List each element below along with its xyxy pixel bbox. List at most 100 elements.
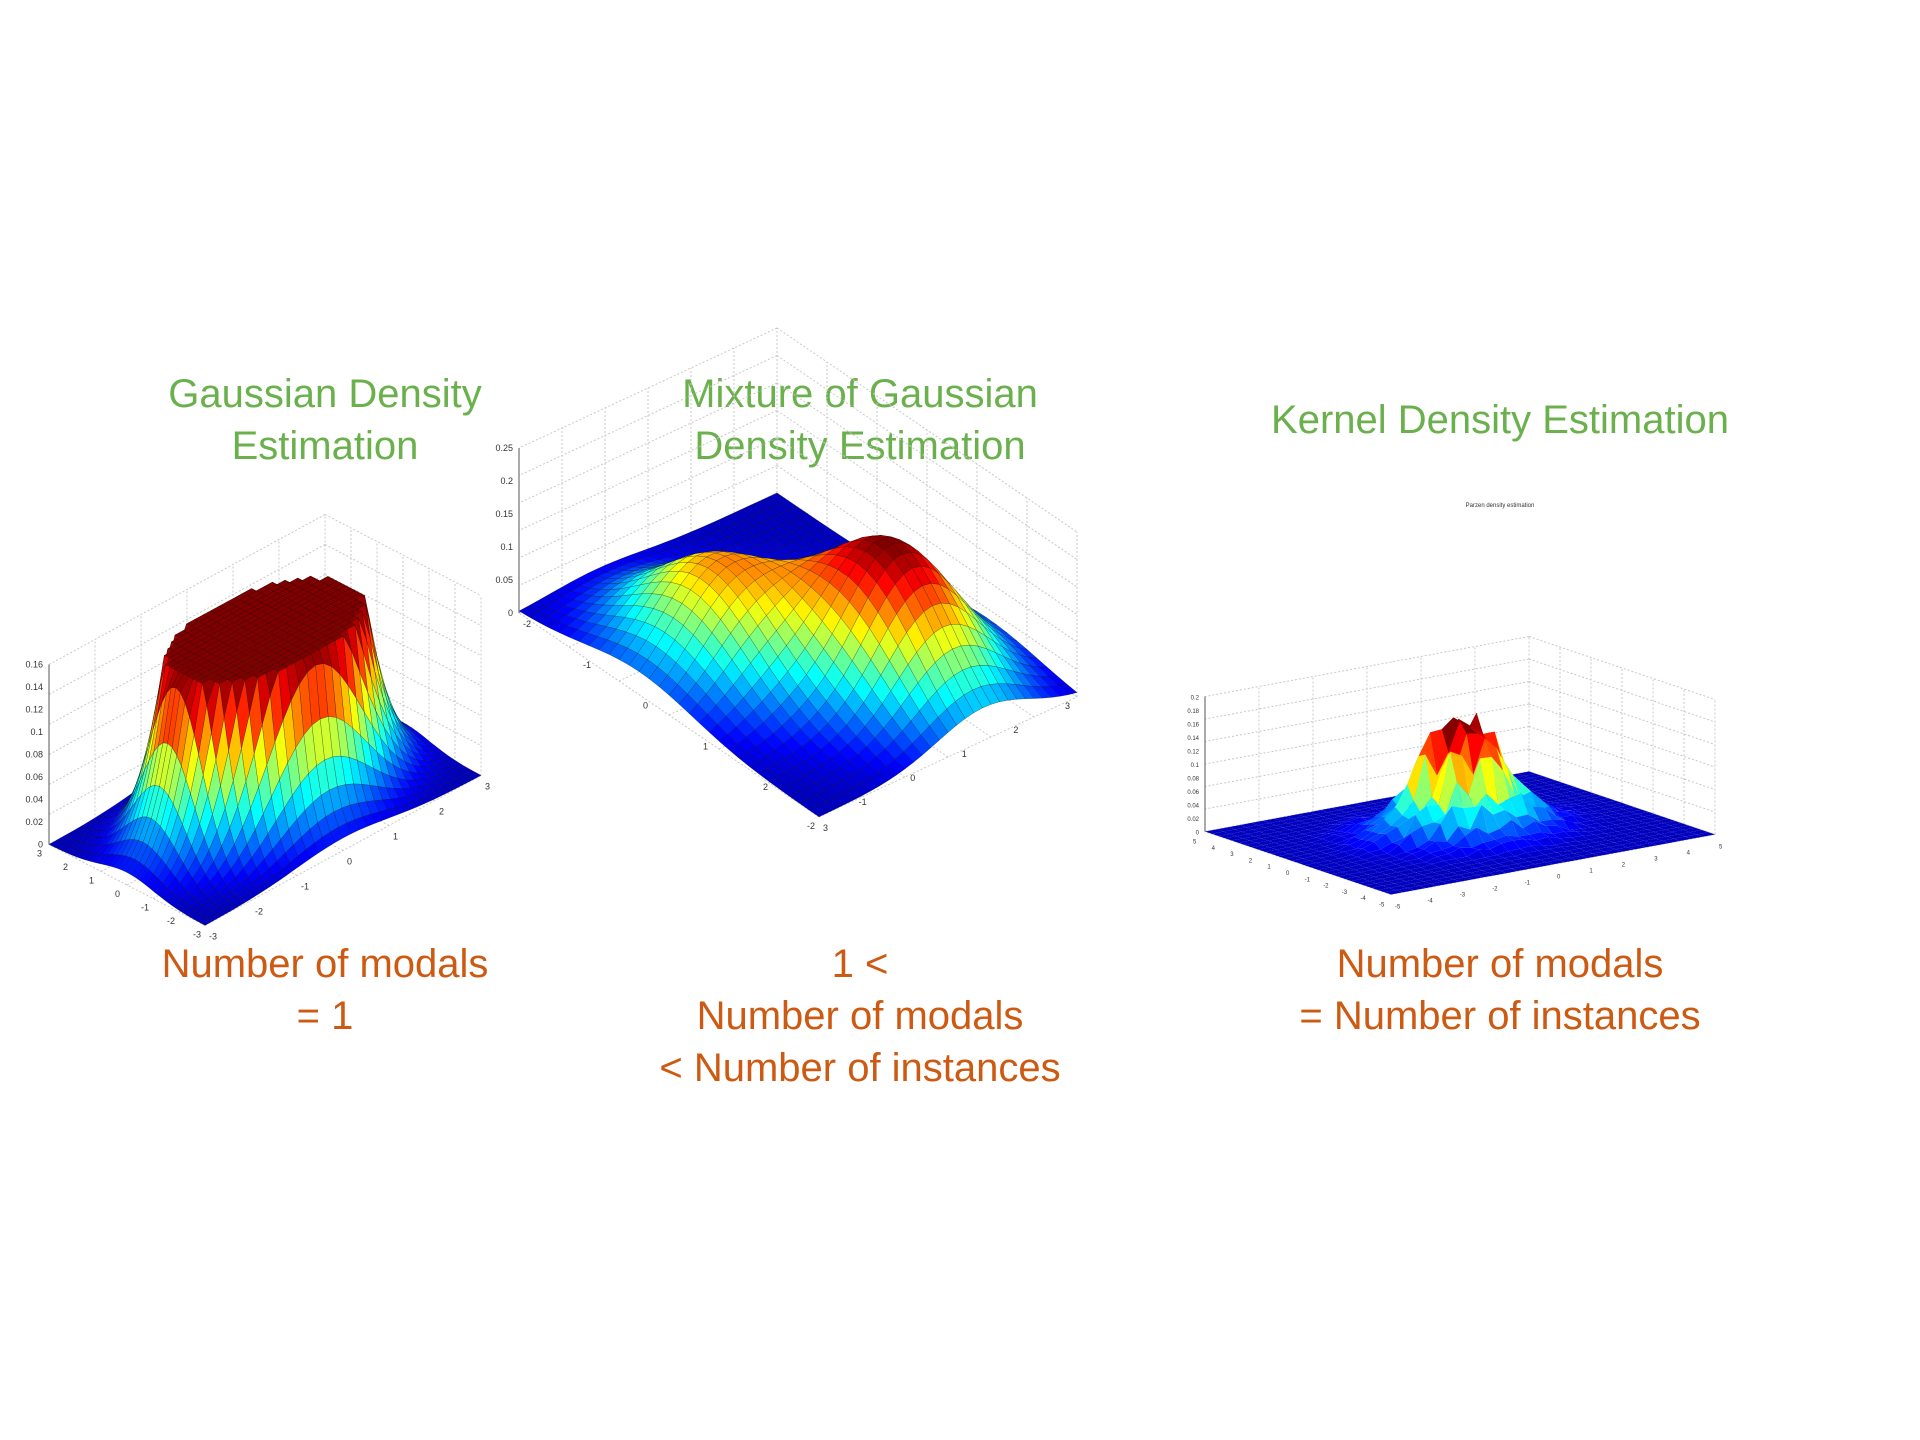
surface-patch [1322,834,1341,842]
surface-patch [1519,791,1538,811]
surface-patch [1670,823,1689,828]
surface-patch [1367,872,1386,877]
surface-patch [1572,815,1591,823]
surface-patch [1269,845,1288,850]
surface-patch [1637,836,1656,841]
surface-patch [1612,809,1631,814]
surface-patch [1353,817,1373,819]
surface-patch [1420,797,1439,812]
surface-patch [1304,837,1323,843]
surface-patch [1448,847,1467,859]
surface-patch [1658,825,1677,830]
surface-patch [1382,856,1401,862]
surface-patch [1417,840,1436,850]
surface-patch [1349,839,1368,849]
surface-patch [1335,836,1355,845]
surface-patch [1253,827,1272,832]
wall-grid-line [1204,636,1530,697]
surface-patch [1501,840,1520,852]
surface-patch [1422,822,1441,841]
surface-patch [1574,802,1593,806]
x-tick-label: -2 [255,907,263,917]
surface-patch [1385,826,1404,843]
surface-patch [1508,848,1527,857]
plot-title: Parzen density estimation [1466,503,1535,509]
y-tick-label: 0 [115,889,120,899]
surface-patch [1364,816,1383,825]
surface-patch [1327,831,1346,835]
surface-patch [1264,825,1283,830]
surface-patch [1261,836,1280,841]
surface-patch [1569,828,1588,832]
surface-patch [1320,807,1339,813]
surface-patch [1696,832,1715,837]
surface-patch [1559,810,1578,815]
surface-patch [1405,879,1424,884]
surface-patch [1425,856,1444,864]
surface-patch [1530,776,1549,781]
surface-patch [1390,866,1409,873]
surface-patch [1473,857,1492,864]
surface-patch [1480,859,1499,866]
y-tick-label: 5 [1193,840,1197,846]
surface-patch [1419,883,1438,889]
wall-grid-line [1528,636,1716,700]
surface-patch [1361,869,1380,875]
surface-patch [1494,835,1514,844]
y-tick-label: 1 [89,876,94,886]
surface-patch [1301,825,1320,830]
surface-patch [1656,818,1676,824]
z-tick-label: 0.16 [1187,723,1199,729]
surface-patch [1365,819,1384,832]
wall-grid-line [518,437,778,559]
surface-patch [1447,874,1466,880]
surface-patch [1332,851,1351,859]
surface-patch [1622,825,1641,830]
surface-patch [1660,832,1679,837]
surface-patch [1460,847,1479,857]
surface-patch [1463,868,1482,873]
surface-patch [1324,820,1343,825]
surface-patch [1427,867,1446,873]
surface-patch [1445,782,1464,815]
surface-patch [1584,817,1603,821]
surface-patch [1486,794,1505,815]
surface-patch [1571,835,1590,842]
surface-patch [1364,855,1383,862]
surface-patch [1481,868,1501,873]
surface-patch [1554,842,1573,847]
surface-patch [1549,846,1568,853]
surface-patch [1491,756,1510,805]
surface-patch [1559,791,1578,796]
surface-patch [1587,830,1606,835]
x-tick-label: -4 [1427,899,1433,905]
z-tick-label: 0.12 [25,705,43,715]
y-tick-label: 3 [1065,701,1070,711]
surface-patch [1283,849,1302,854]
surface-patch [1377,887,1396,893]
surface-patch [1399,876,1418,882]
surface-patch [1347,864,1366,870]
surface-patch [1337,874,1357,879]
surface-patch [1355,840,1375,849]
surface-patch [1351,878,1370,884]
wall-grid-line [776,437,1078,643]
chart-1-title-line-1: Gaussian Density [168,372,482,416]
surface-patch [1397,814,1416,838]
surface-patch [1643,814,1662,819]
y-tick-label: -1 [1305,877,1311,883]
surface-patch [1246,825,1265,830]
z-tick-label: 0.02 [25,817,43,827]
surface-patch [1534,862,1553,867]
surface-patch [1537,778,1556,783]
surface-patch [1286,838,1305,843]
chart-1-caption-line-1: Number of modals [161,942,489,986]
x-tick-label: -3 [1460,893,1466,899]
surface-patch [1257,823,1277,828]
surface-patch [1317,867,1337,872]
surface-patch [1298,860,1317,866]
surface-patch [1302,855,1322,861]
x-tick-label: 4 [1687,851,1691,857]
chart-2-caption-line-2: Number of modals [696,994,1024,1038]
surface-patch [1637,812,1656,817]
